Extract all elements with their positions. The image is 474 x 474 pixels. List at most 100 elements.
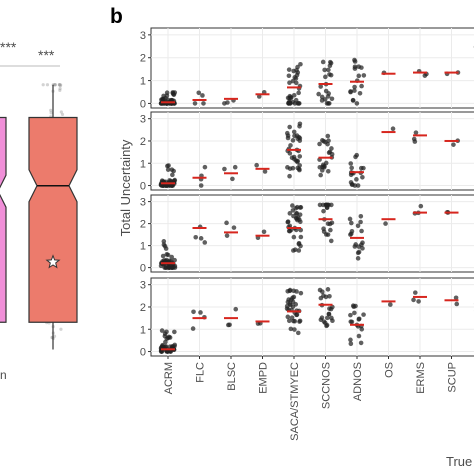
data-point: [318, 84, 324, 89]
data-point: [170, 172, 175, 178]
data-point: [190, 326, 196, 331]
data-point: [451, 142, 456, 147]
data-point: [193, 234, 199, 240]
y-tick-label: 1: [140, 324, 146, 336]
panel-a: *** *** n: [0, 39, 78, 382]
data-point: [254, 162, 259, 168]
data-point: [297, 205, 303, 210]
data-point: [224, 233, 230, 238]
x-tick-label: SCUP: [447, 362, 459, 393]
data-point: [357, 90, 363, 96]
x-tick-label: BLSC: [226, 362, 238, 391]
data-point: [349, 220, 354, 226]
box: [0, 116, 7, 323]
jitter-point: [59, 110, 63, 114]
data-point: [326, 311, 332, 317]
jitter-point: [58, 87, 62, 91]
data-point: [164, 90, 170, 96]
y-tick-label: 0: [140, 181, 146, 193]
data-point: [358, 219, 363, 225]
data-point: [165, 252, 171, 258]
data-point: [293, 205, 299, 211]
data-point: [316, 91, 321, 97]
data-point: [330, 304, 335, 310]
data-point: [287, 228, 293, 234]
data-point: [321, 208, 326, 214]
data-point: [325, 287, 331, 292]
jitter-point: [45, 83, 50, 87]
data-point: [319, 315, 325, 321]
data-point: [287, 99, 292, 104]
data-point: [329, 96, 335, 102]
data-point: [165, 167, 171, 172]
data-point: [328, 227, 333, 233]
data-point: [298, 290, 304, 296]
data-point: [327, 63, 333, 69]
data-point: [326, 91, 331, 96]
y-tick-label: 0: [140, 347, 146, 359]
data-point: [453, 295, 459, 301]
data-point: [356, 73, 362, 79]
y-tick-label: 3: [140, 114, 146, 126]
jitter-point: [53, 83, 57, 87]
data-point: [322, 67, 327, 73]
data-point: [160, 253, 166, 259]
x-tick-label: FLC: [195, 362, 207, 383]
data-point: [162, 333, 168, 339]
jitter-point: [52, 334, 57, 338]
data-point: [361, 73, 367, 78]
data-point: [171, 168, 176, 174]
data-point: [329, 146, 334, 151]
boxplots: [0, 84, 78, 350]
data-point: [329, 315, 334, 321]
data-point: [352, 310, 357, 316]
data-point: [191, 309, 196, 315]
data-point: [383, 221, 388, 226]
y-tick-label: 2: [140, 302, 146, 314]
data-point: [285, 165, 290, 170]
data-point: [298, 61, 303, 67]
data-point: [172, 90, 178, 95]
data-point: [161, 242, 167, 247]
data-point: [291, 92, 297, 98]
data-point: [328, 238, 334, 244]
data-point: [360, 175, 365, 180]
data-point: [291, 234, 297, 240]
data-point: [321, 164, 327, 170]
data-point: [298, 234, 304, 240]
data-point: [321, 319, 327, 324]
data-point: [291, 129, 297, 135]
y-tick-label: 3: [140, 30, 146, 42]
data-point: [288, 143, 293, 148]
data-point: [324, 323, 329, 329]
data-point: [166, 265, 172, 270]
data-point: [202, 164, 208, 170]
data-point: [166, 163, 171, 168]
data-point: [256, 94, 262, 99]
data-point: [201, 101, 206, 106]
x-tick-label: OS: [384, 362, 396, 378]
data-point: [288, 326, 294, 332]
data-point: [323, 139, 328, 145]
data-point: [230, 176, 235, 182]
data-point: [227, 322, 232, 328]
data-point: [347, 216, 353, 222]
data-point: [172, 257, 177, 263]
data-point: [390, 126, 396, 132]
data-point: [163, 96, 168, 101]
data-point: [355, 223, 361, 229]
data-point: [348, 161, 354, 166]
data-point: [292, 327, 297, 332]
data-point: [297, 123, 302, 129]
data-point: [358, 340, 364, 346]
data-point: [327, 293, 332, 299]
data-point: [287, 80, 292, 86]
y-tick-label: 2: [140, 219, 146, 231]
data-point: [413, 290, 418, 295]
data-point: [291, 68, 296, 74]
y-tick-label: 1: [140, 241, 146, 253]
data-point: [293, 80, 299, 86]
y-tick-label: 0: [140, 98, 146, 110]
data-point: [326, 67, 331, 73]
jitter-point: [49, 108, 53, 113]
